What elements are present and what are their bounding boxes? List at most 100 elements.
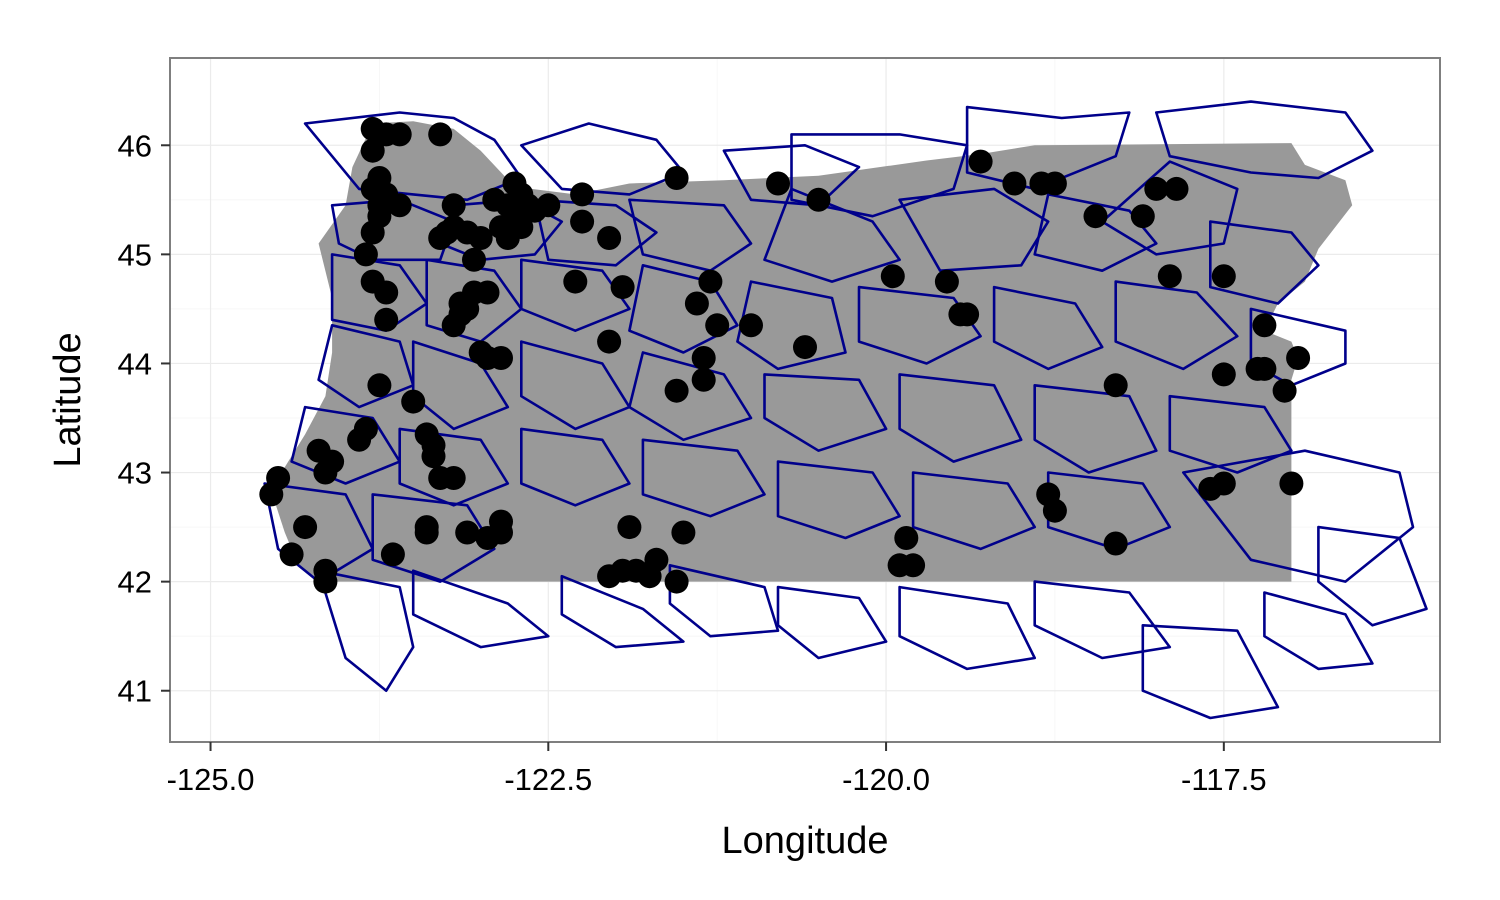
site-point <box>1002 171 1027 196</box>
watershed-outline <box>317 569 415 693</box>
site-point <box>739 313 763 338</box>
site-point <box>1130 204 1155 229</box>
site-point <box>1103 373 1128 398</box>
watershed-outline <box>519 258 631 333</box>
site-point <box>1103 531 1128 556</box>
site-point <box>279 542 304 567</box>
site-point <box>597 226 622 250</box>
watershed-outline <box>628 198 753 273</box>
watershed-outline <box>1155 100 1374 180</box>
site-point <box>664 569 689 594</box>
site-point <box>705 313 730 338</box>
watershed-outline <box>1033 193 1158 273</box>
site-point <box>455 296 480 321</box>
site-point <box>502 171 527 196</box>
x-tick-label: -125.0 <box>167 762 255 797</box>
site-point <box>1144 176 1169 201</box>
watershed-outline <box>776 460 901 540</box>
watershed-outline <box>1249 307 1347 387</box>
watershed-outline <box>1263 591 1374 671</box>
site-point <box>570 182 595 207</box>
watershed-outline <box>763 187 901 283</box>
watershed-outline <box>898 187 1050 273</box>
site-point <box>901 553 926 578</box>
site-point <box>360 220 385 245</box>
watershed-outline <box>317 323 415 409</box>
site-point <box>664 378 689 403</box>
site-point <box>475 280 500 305</box>
site-point <box>1042 498 1067 523</box>
site-point <box>489 346 513 370</box>
watershed-outline <box>1114 280 1239 371</box>
x-axis: -125.0 -122.5 -120.0 -117.5 <box>167 742 1267 797</box>
site-point <box>1211 471 1236 496</box>
watershed-outline <box>1209 220 1320 305</box>
watershed-outline <box>425 258 523 343</box>
site-point <box>347 427 372 452</box>
watershed-outline <box>263 482 375 583</box>
watershed-outline <box>965 105 1131 191</box>
site-point <box>1211 362 1236 387</box>
site-point <box>955 302 980 327</box>
site-point <box>766 171 790 196</box>
watershed-outline <box>1100 160 1239 256</box>
site-point <box>684 291 709 316</box>
plot-panel-border <box>169 57 1441 743</box>
site-point <box>1286 346 1311 370</box>
site-point <box>691 346 716 370</box>
watershed-outline <box>668 563 780 638</box>
site-point <box>1252 356 1277 381</box>
site-point <box>387 122 412 147</box>
site-point <box>441 193 466 218</box>
site-point <box>1279 471 1304 496</box>
watershed-outline <box>736 280 847 371</box>
x-tick-label: -122.5 <box>504 762 592 797</box>
watershed-outline <box>1182 449 1415 583</box>
y-tick-label: 41 <box>118 674 152 709</box>
watershed-outline <box>898 373 1023 463</box>
site-point <box>894 526 919 550</box>
watershed-outline <box>330 253 429 333</box>
site-point <box>934 269 959 294</box>
y-tick-label: 43 <box>118 456 152 491</box>
site-point <box>644 547 669 572</box>
site-point <box>880 264 905 289</box>
site-point <box>664 166 689 190</box>
site-point <box>360 138 385 163</box>
site-point <box>617 515 642 540</box>
site-point <box>489 509 513 534</box>
y-axis-title: Latitude <box>47 332 89 467</box>
y-tick-label: 42 <box>118 565 152 600</box>
site-point <box>421 444 446 469</box>
site-point <box>313 569 338 594</box>
watershed-outline <box>911 471 1036 551</box>
x-tick-label: -117.5 <box>1181 762 1267 797</box>
site-point <box>1272 378 1297 403</box>
site-point <box>597 329 622 354</box>
site-point <box>462 247 486 272</box>
site-points-layer <box>259 116 1311 594</box>
site-point <box>1042 171 1067 196</box>
watershed-outline <box>411 340 510 431</box>
watershed-outline-layer <box>263 100 1428 720</box>
y-axis: 41 42 43 44 45 46 <box>118 128 170 709</box>
y-tick-label: 46 <box>118 128 152 163</box>
watershed-outline <box>290 405 402 485</box>
watershed-outline <box>1033 580 1172 660</box>
site-point <box>968 149 993 174</box>
site-point <box>570 209 595 234</box>
y-tick-label: 44 <box>118 346 152 381</box>
watershed-outline <box>763 373 888 453</box>
site-point <box>374 280 399 305</box>
watershed-outline <box>1317 525 1428 627</box>
watershed-outline <box>1168 394 1293 474</box>
watershed-outline <box>519 340 631 431</box>
site-point <box>455 520 480 545</box>
watershed-outline <box>371 493 496 583</box>
site-point <box>1164 176 1189 201</box>
watershed-outline <box>519 427 631 507</box>
watershed-outline <box>641 438 766 518</box>
watershed-outline <box>533 198 658 267</box>
site-point <box>374 307 399 332</box>
